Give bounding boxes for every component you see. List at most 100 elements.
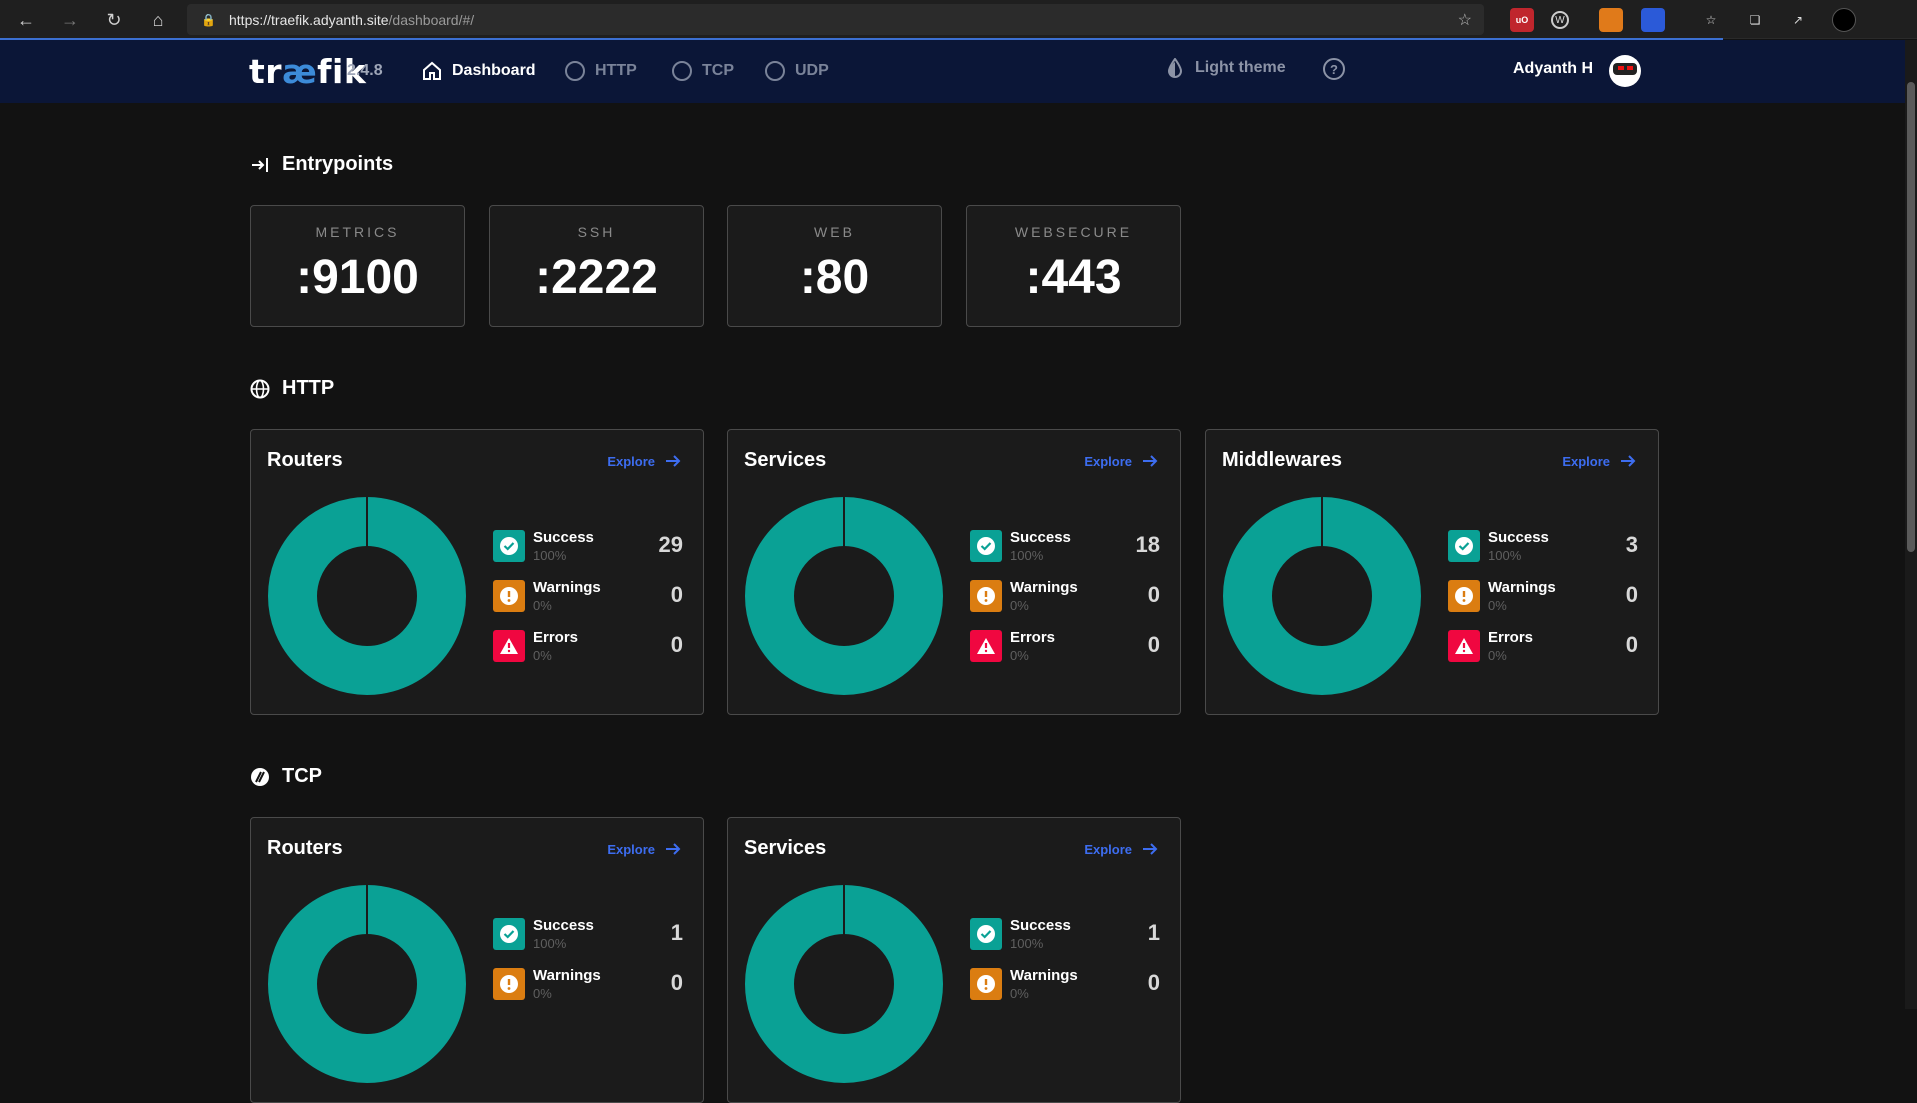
success-icon <box>970 918 1002 950</box>
stat-count: 1 <box>1147 920 1160 945</box>
stat-count: 1 <box>670 920 683 945</box>
globe-icon <box>250 379 270 398</box>
stat-label: Warnings <box>1010 967 1078 984</box>
stat-count: 29 <box>658 532 683 557</box>
stat-label: Warnings <box>1010 579 1078 596</box>
stat-row-warnings: Warnings 0% 0 <box>970 967 1160 1004</box>
stat-percent: 100% <box>533 936 567 951</box>
favorite-star-icon[interactable]: ☆ <box>1457 12 1472 29</box>
success-icon <box>970 530 1002 562</box>
status-donut-chart <box>745 885 943 1083</box>
explore-link[interactable]: Explore <box>607 453 681 469</box>
card-title: Middlewares <box>1222 449 1343 471</box>
http-routers-card: Routers Explore Success 100% 29 Warnings … <box>250 429 704 715</box>
entrypoint-card-ssh: SSH :2222 <box>489 205 704 327</box>
stat-count: 0 <box>1147 632 1160 657</box>
stat-row-success: Success 100% 18 <box>970 529 1160 566</box>
nav-http[interactable]: HTTP <box>565 58 637 84</box>
stat-label: Warnings <box>1488 579 1556 596</box>
stat-row-errors: Errors 0% 0 <box>493 629 683 666</box>
forward-icon[interactable]: → <box>61 9 79 30</box>
stat-count: 0 <box>670 632 683 657</box>
stat-label: Success <box>1488 529 1549 546</box>
address-bar[interactable]: 🔒 https://traefik.adyanth.site/dashboard… <box>187 4 1484 35</box>
share-icon[interactable]: ↗ <box>1792 13 1804 27</box>
stat-label: Errors <box>1010 629 1056 646</box>
stat-count: 0 <box>1625 582 1638 607</box>
home-icon <box>423 61 441 80</box>
nav-udp[interactable]: UDP <box>765 58 829 84</box>
entrypoint-icon <box>252 157 268 172</box>
http-section-title: HTTP <box>250 377 334 400</box>
stat-row-success: Success 100% 29 <box>493 529 683 566</box>
card-title: Routers <box>267 837 343 859</box>
stat-row-warnings: Warnings 0% 0 <box>970 579 1160 616</box>
extension-orange-icon[interactable] <box>1599 8 1623 32</box>
explore-link[interactable]: Explore <box>1562 453 1636 469</box>
status-donut-chart <box>1223 497 1421 695</box>
stat-label: Success <box>533 917 594 934</box>
errors-icon <box>493 630 525 662</box>
extension-shield-icon[interactable] <box>1641 8 1665 32</box>
card-title: Routers <box>267 449 343 471</box>
arrow-right-icon <box>1621 455 1636 467</box>
stat-row-errors: Errors 0% 0 <box>970 629 1160 666</box>
tcp-routers-card: Routers Explore Success 100% 1 Warnings 0… <box>250 817 704 1103</box>
nav-dashboard[interactable]: Dashboard <box>422 58 536 84</box>
tcp-section-title: TCP <box>250 765 322 788</box>
app-header: træfik 2.4.8 Dashboard HTTP TCP UDP Ligh… <box>0 40 1905 103</box>
udp-icon <box>765 61 785 81</box>
stat-label: Success <box>1010 917 1071 934</box>
success-icon <box>493 918 525 950</box>
avatar[interactable] <box>1609 55 1641 87</box>
entrypoint-name: WEBSECURE <box>1014 224 1133 240</box>
explore-link[interactable]: Explore <box>1084 841 1158 857</box>
warnings-icon <box>1448 580 1480 612</box>
stat-row-success: Success 100% 1 <box>970 917 1160 954</box>
entrypoint-name: WEB <box>814 224 855 240</box>
collections-icon[interactable]: ❏ <box>1749 13 1761 27</box>
stat-percent: 0% <box>1010 648 1029 663</box>
lock-icon: 🔒 <box>201 12 216 27</box>
user-name[interactable]: Adyanth H <box>1513 60 1593 77</box>
favorites-icon[interactable]: ☆ <box>1705 13 1717 27</box>
stat-count: 0 <box>1147 970 1160 995</box>
stat-label: Errors <box>533 629 579 646</box>
entrypoint-card-web: WEB :80 <box>727 205 942 327</box>
stat-count: 0 <box>1147 582 1160 607</box>
explore-link[interactable]: Explore <box>1084 453 1158 469</box>
stat-percent: 0% <box>1488 648 1507 663</box>
profile-icon[interactable] <box>1832 8 1856 32</box>
entrypoints-section-title: Entrypoints <box>250 153 393 176</box>
extension-w-icon[interactable]: W <box>1551 11 1569 29</box>
stat-row-warnings: Warnings 0% 0 <box>493 579 683 616</box>
entrypoint-name: METRICS <box>315 224 400 240</box>
url-path: /dashboard/#/ <box>388 11 475 28</box>
http-middlewares-card: Middlewares Explore Success 100% 3 Warnin… <box>1205 429 1659 715</box>
back-icon[interactable]: ← <box>17 9 35 30</box>
warnings-icon <box>493 968 525 1000</box>
arrow-right-icon <box>1143 455 1158 467</box>
home-icon[interactable]: ⌂ <box>152 9 164 30</box>
ublock-extension-icon[interactable]: uO <box>1510 8 1534 32</box>
traefik-logo[interactable]: træfik <box>249 52 367 91</box>
tcp-icon <box>251 767 269 786</box>
status-donut-chart <box>745 497 943 695</box>
arrow-right-icon <box>1143 843 1158 855</box>
entrypoint-card-metrics: METRICS :9100 <box>250 205 465 327</box>
stat-percent: 100% <box>533 548 567 563</box>
card-title: Services <box>744 837 827 859</box>
nav-tcp[interactable]: TCP <box>672 58 734 84</box>
stat-count: 3 <box>1625 532 1638 557</box>
warnings-icon <box>970 580 1002 612</box>
page-scrollbar[interactable] <box>1905 40 1917 1009</box>
entrypoint-port: :443 <box>1025 251 1122 304</box>
stat-label: Success <box>1010 529 1071 546</box>
explore-link[interactable]: Explore <box>607 841 681 857</box>
light-theme-toggle[interactable]: Light theme <box>1167 58 1286 78</box>
version-label: 2.4.8 <box>347 62 383 79</box>
scrollbar-thumb[interactable] <box>1907 82 1915 552</box>
reload-icon[interactable]: ↻ <box>106 9 122 30</box>
status-donut-chart <box>268 497 466 695</box>
help-icon[interactable]: ? <box>1323 58 1345 80</box>
